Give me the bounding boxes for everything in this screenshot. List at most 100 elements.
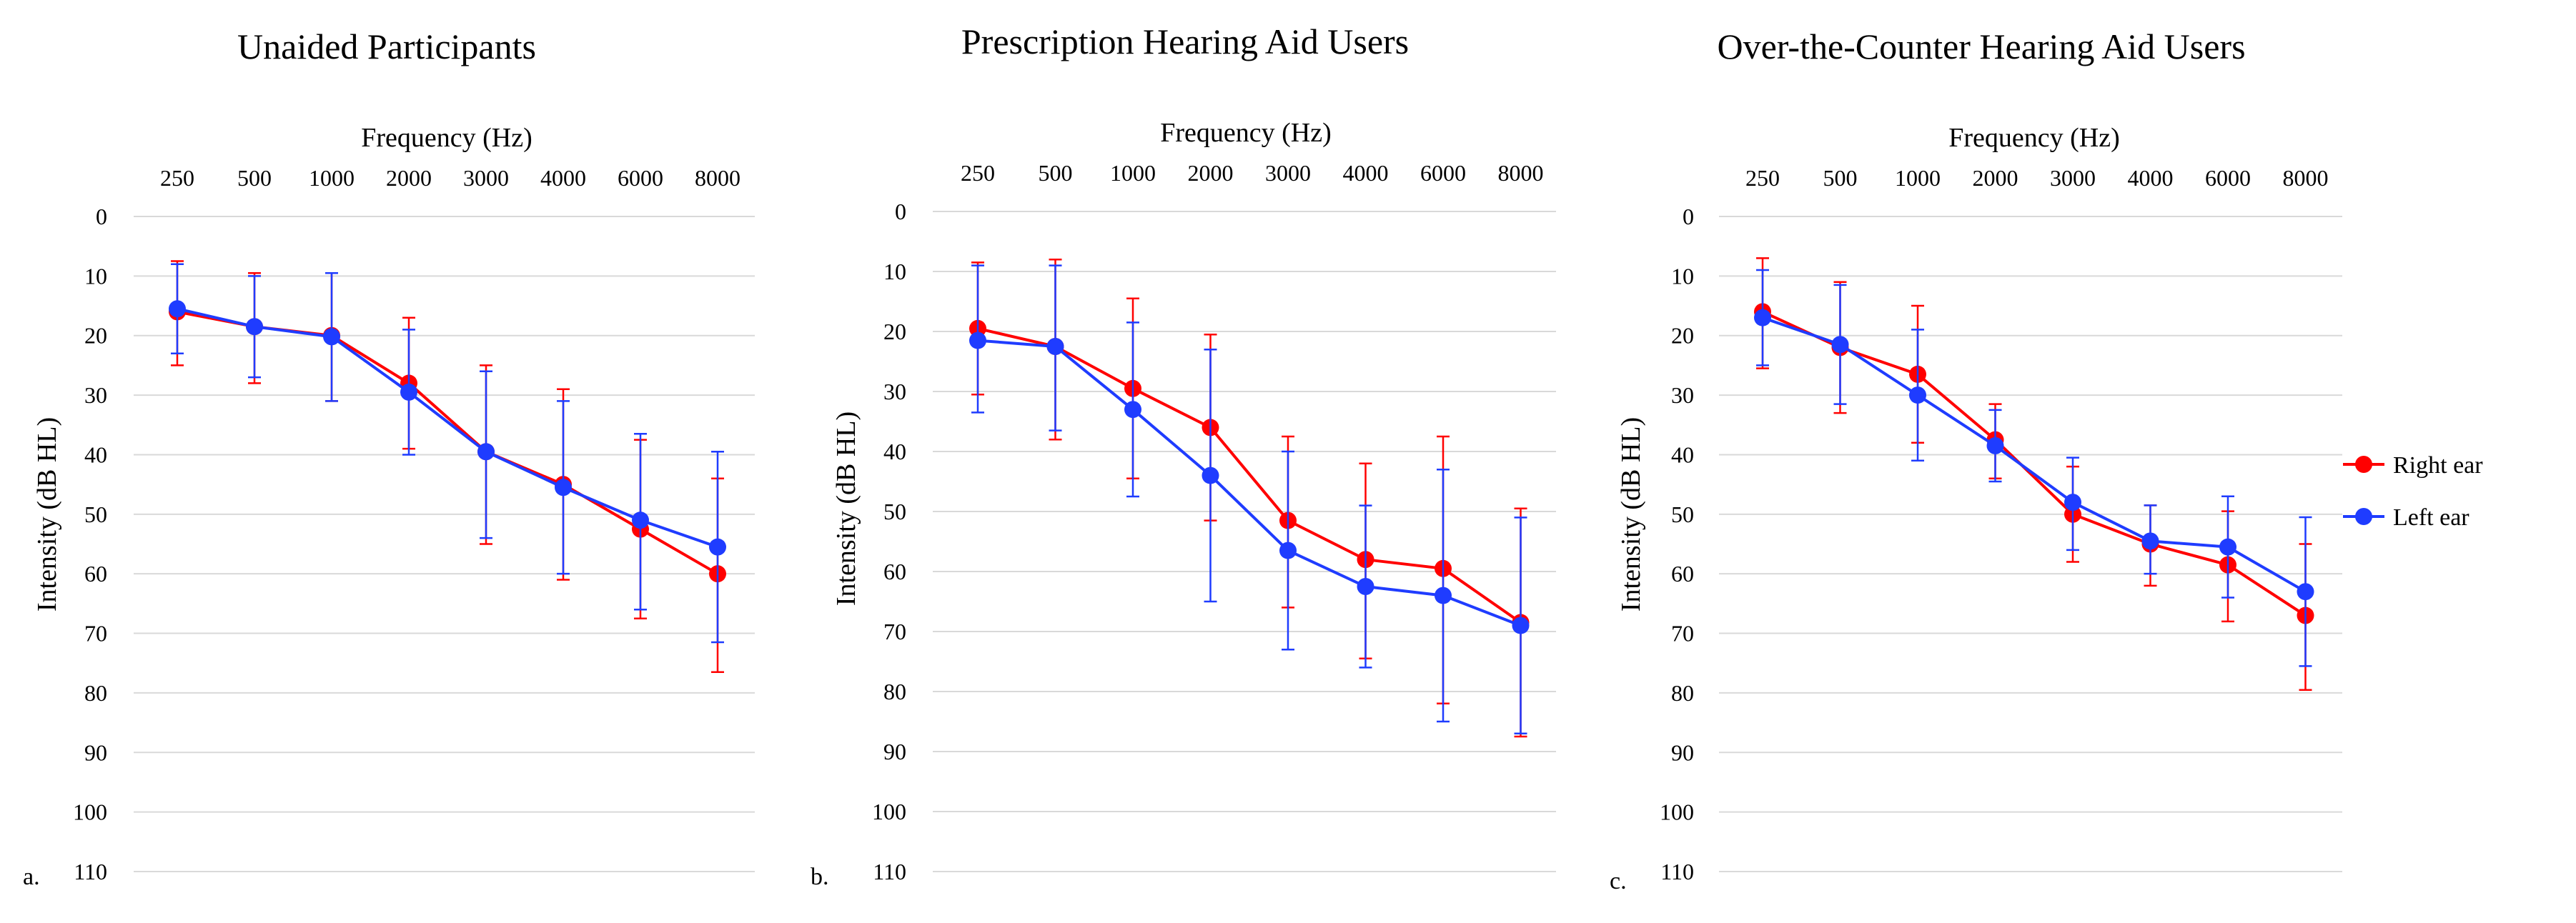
data-point-left-ear	[169, 300, 186, 318]
data-point-left-ear	[400, 383, 417, 401]
x-tick-label: 6000	[2205, 165, 2251, 191]
legend: Right ear Left ear	[2343, 452, 2483, 531]
y-axis-title: Intensity (dB HL)	[32, 417, 62, 612]
x-tick-label: 250	[961, 160, 995, 186]
x-tick-label: 2000	[1188, 160, 1234, 186]
y-tick-label: 30	[84, 382, 107, 408]
x-tick-label: 8000	[1498, 160, 1544, 186]
series-line-left-ear	[977, 339, 1522, 627]
y-tick-label: 20	[1671, 323, 1694, 349]
y-tick-label: 100	[1660, 799, 1694, 825]
panel-unaided: Unaided Participants Frequency (Hz) Inte…	[23, 26, 755, 890]
series-layer	[969, 258, 1530, 738]
x-tick-labels: 250 500 1000 2000 3000 4000 6000 8000	[160, 165, 740, 191]
data-point-left-ear	[1357, 578, 1374, 595]
y-tick-label: 60	[84, 561, 107, 587]
y-tick-labels: 0 10 20 30 40 50 60 70 80 90 100 110	[73, 204, 107, 884]
y-tick-label: 10	[1671, 263, 1694, 289]
y-tick-label: 110	[74, 859, 107, 884]
series-line-right-ear	[977, 326, 1522, 624]
series-line-left-ear	[177, 307, 718, 549]
x-tick-label: 250	[160, 165, 194, 191]
legend-item-right-ear: Right ear	[2343, 452, 2483, 479]
chart-title: Prescription Hearing Aid Users	[961, 21, 1409, 61]
x-tick-label: 1000	[1110, 160, 1156, 186]
x-tick-label: 2000	[386, 165, 432, 191]
panel-otc: Over-the-Counter Hearing Aid Users Frequ…	[1610, 26, 2342, 894]
x-tick-label: 6000	[1420, 160, 1466, 186]
gridlines	[1719, 216, 2342, 872]
gridlines	[134, 216, 755, 872]
data-point-left-ear	[555, 479, 572, 497]
data-point-left-ear	[1124, 401, 1141, 419]
series-layer	[1754, 257, 2314, 691]
panel-label: b.	[811, 864, 829, 890]
y-tick-label: 10	[883, 259, 906, 284]
panel-label: a.	[23, 864, 40, 890]
data-point-left-ear	[246, 318, 263, 336]
y-tick-label: 50	[883, 499, 906, 524]
y-tick-label: 110	[1660, 859, 1694, 884]
x-tick-label: 250	[1745, 165, 1780, 191]
y-tick-label: 90	[84, 739, 107, 765]
y-axis-title: Intensity (dB HL)	[1616, 417, 1646, 612]
x-axis-title: Frequency (Hz)	[361, 123, 532, 153]
x-tick-labels: 250 500 1000 2000 3000 4000 6000 8000	[1745, 165, 2329, 191]
data-point-left-ear	[1831, 336, 1849, 354]
data-point-left-ear	[2064, 494, 2081, 512]
y-tick-label: 40	[883, 439, 906, 464]
series-left-ear	[1754, 269, 2314, 667]
y-tick-labels: 0 10 20 30 40 50 60 70 80 90 100 110	[872, 199, 906, 884]
x-tick-label: 1000	[309, 165, 355, 191]
y-tick-label: 30	[1671, 382, 1694, 408]
y-tick-label: 90	[1671, 739, 1694, 765]
y-tick-label: 100	[73, 799, 107, 825]
y-tick-label: 20	[84, 323, 107, 349]
x-tick-label: 4000	[2128, 165, 2174, 191]
y-tick-label: 50	[1671, 502, 1694, 527]
x-tick-label: 8000	[695, 165, 740, 191]
data-point-left-ear	[1754, 309, 1771, 326]
data-point-left-ear	[1046, 338, 1064, 355]
legend-item-left-ear: Left ear	[2343, 504, 2470, 531]
y-tick-label: 80	[84, 680, 107, 706]
data-point-left-ear	[1435, 587, 1452, 604]
data-point-left-ear	[709, 538, 726, 556]
data-point-left-ear	[969, 331, 986, 349]
y-tick-label: 70	[1671, 621, 1694, 647]
legend-marker-left	[2355, 508, 2372, 525]
y-tick-label: 90	[883, 739, 906, 764]
legend-label-right: Right ear	[2393, 452, 2483, 479]
legend-marker-right	[2355, 456, 2372, 473]
panel-prescription: Prescription Hearing Aid Users Frequency…	[811, 21, 1556, 890]
x-tick-label: 2000	[1973, 165, 2018, 191]
data-point-left-ear	[323, 328, 340, 346]
y-tick-label: 20	[883, 319, 906, 344]
x-axis-title: Frequency (Hz)	[1160, 118, 1332, 148]
y-tick-label: 70	[84, 621, 107, 647]
x-tick-label: 500	[1039, 160, 1073, 186]
data-point-left-ear	[632, 512, 649, 529]
data-point-left-ear	[1986, 436, 2004, 454]
data-point-left-ear	[1512, 617, 1530, 634]
x-tick-label: 500	[237, 165, 272, 191]
gridlines	[933, 211, 1556, 872]
y-tick-label: 0	[895, 199, 906, 224]
y-tick-label: 0	[96, 204, 107, 229]
y-axis-title: Intensity (dB HL)	[831, 411, 861, 606]
data-point-left-ear	[2141, 532, 2159, 550]
series-left-ear	[969, 264, 1530, 735]
x-tick-label: 4000	[540, 165, 586, 191]
panel-label: c.	[1610, 868, 1627, 894]
y-tick-label: 40	[1671, 441, 1694, 467]
x-tick-label: 6000	[618, 165, 663, 191]
series-line-left-ear	[1762, 316, 2307, 593]
y-tick-label: 40	[84, 441, 107, 467]
x-tick-label: 4000	[1343, 160, 1389, 186]
data-point-left-ear	[1279, 542, 1297, 559]
data-point-left-ear	[477, 443, 495, 461]
legend-label-left: Left ear	[2393, 504, 2470, 531]
data-point-left-ear	[1202, 467, 1219, 484]
x-tick-label: 3000	[1265, 160, 1311, 186]
